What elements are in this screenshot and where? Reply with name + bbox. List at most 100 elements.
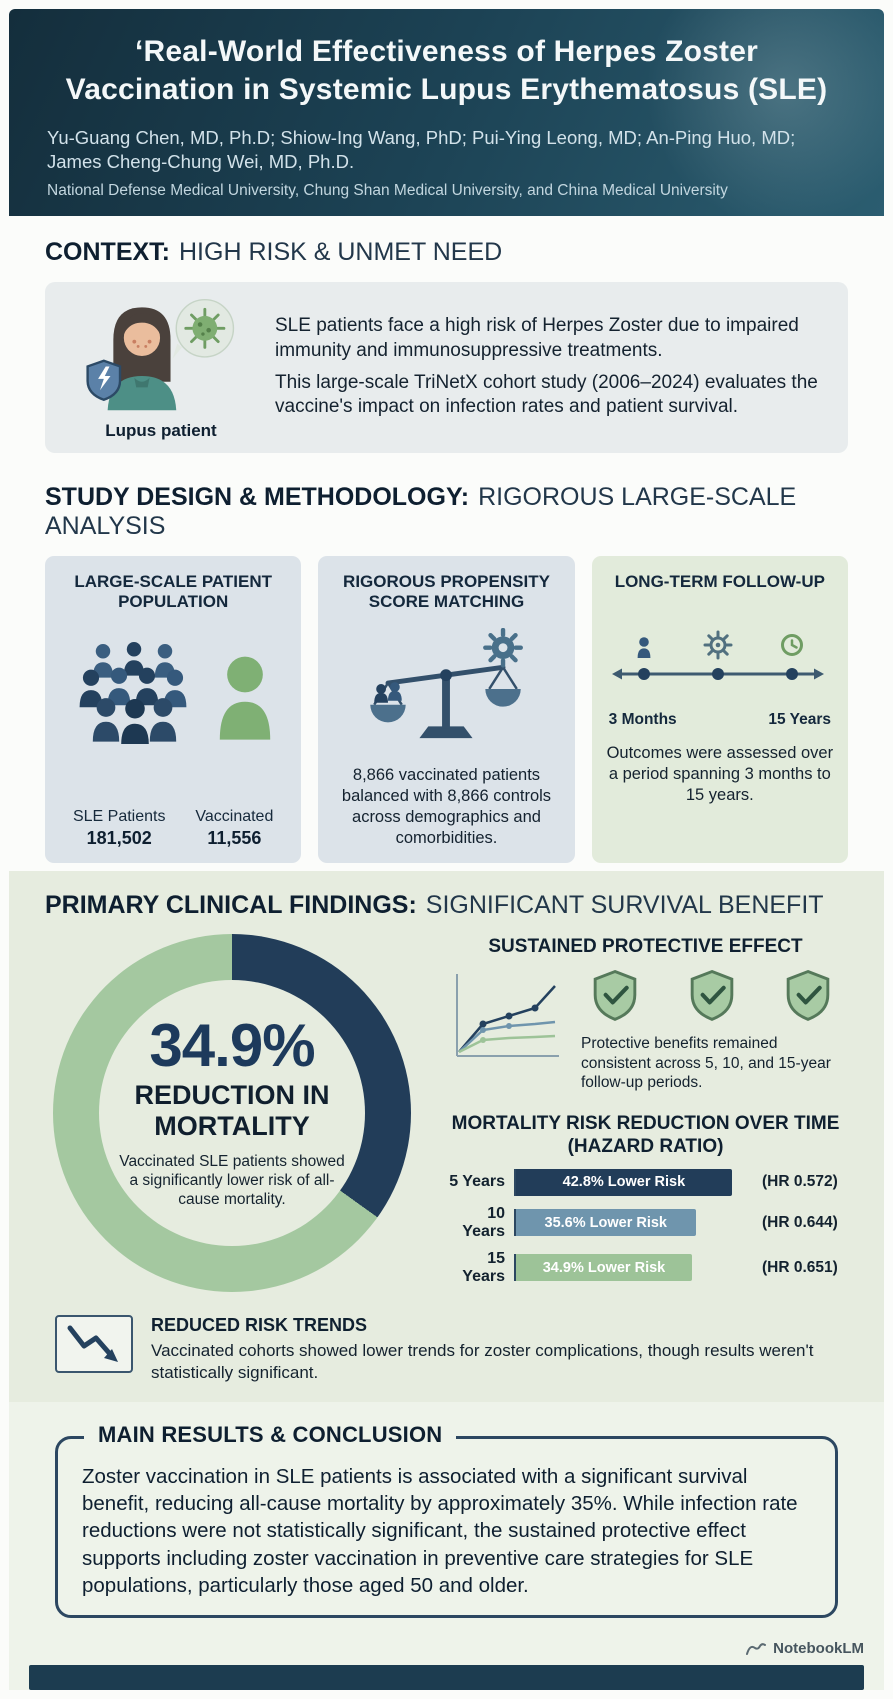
illustration-caption: Lupus patient [105, 420, 217, 440]
hazard-bar-label: 35.6% Lower Risk [544, 1214, 668, 1231]
context-illustration: Lupus patient [67, 294, 255, 441]
person-icon [637, 636, 651, 658]
down-trend-icon [67, 1325, 118, 1362]
context-heading-strong: CONTEXT: [45, 237, 170, 266]
card-title: LARGE-SCALE PATIENT POPULATION [74, 571, 273, 612]
stat-sle-patients: SLE Patients 181,502 [73, 808, 166, 849]
conclusion-section: MAIN RESULTS & CONCLUSION Zoster vaccina… [9, 1401, 884, 1631]
stat-value: 181,502 [86, 828, 152, 849]
protective-effect-title: SUSTAINED PROTECTIVE EFFECT [488, 936, 803, 958]
context-section: CONTEXT: HIGH RISK & UNMET NEED [9, 215, 884, 461]
context-paragraph-2: This large-scale TriNetX cohort study (2… [275, 371, 818, 418]
authors: Yu-Guang Chen, MD, Ph.D; Shiow-Ing Wang,… [47, 126, 796, 173]
crowd-icon [79, 641, 187, 744]
trends-body: Vaccinated cohorts showed lower trends f… [151, 1340, 814, 1382]
hazard-row: 15 Years 34.9% Lower Risk (HR 0.651) [443, 1250, 848, 1286]
donut-column: 34.9% REDUCTION IN MORTALITY Vaccinated … [45, 934, 419, 1293]
stat-vaccinated: Vaccinated 11,556 [195, 808, 273, 849]
footer: NotebookLM [9, 1630, 884, 1691]
lupus-patient-illustration [86, 298, 235, 410]
card-patient-population: LARGE-SCALE PATIENT POPULATION [45, 555, 302, 864]
notebooklm-brand-label: NotebookLM [773, 1640, 864, 1658]
findings-heading-light: SIGNIFICANT SURVIVAL BENEFIT [425, 891, 824, 920]
hazard-bar: 34.9% Lower Risk [516, 1254, 692, 1282]
findings-right-column: SUSTAINED PROTECTIVE EFFECT [443, 934, 848, 1295]
hazard-row: 5 Years 42.8% Lower Risk (HR 0.572) [443, 1168, 848, 1196]
card-title: LONG-TERM FOLLOW-UP [614, 571, 825, 591]
person-icon [219, 656, 271, 740]
methodology-section: STUDY DESIGN & METHODOLOGY: RIGOROUS LARG… [9, 460, 884, 872]
population-stats: SLE Patients 181,502 Vaccinated 11,556 [58, 808, 288, 849]
trend-chart-icon [456, 974, 559, 1058]
timeline-start-label: 3 Months [608, 710, 677, 728]
clock-icon [780, 633, 803, 656]
hazard-ratio-label: (HR 0.644) [762, 1213, 838, 1231]
mortality-donut: 34.9% REDUCTION IN MORTALITY Vaccinated … [53, 934, 411, 1293]
hazard-bar-track: 42.8% Lower Risk [514, 1168, 753, 1196]
card-body: 8,866 vaccinated patients balanced with … [341, 765, 552, 847]
hazard-bar-label: 42.8% Lower Risk [562, 1174, 686, 1191]
findings-grid: 34.9% REDUCTION IN MORTALITY Vaccinated … [45, 934, 848, 1295]
timeline-icon [611, 630, 824, 680]
page-title: ‘Real-World Effectiveness of Herpes Zost… [65, 35, 828, 107]
protective-effect-row: Protective benefits remained consistent … [443, 968, 848, 1093]
protective-effect-body: Protective benefits remained consistent … [581, 1035, 831, 1092]
trends-title: REDUCED RISK TRENDS [151, 1314, 368, 1335]
findings-section: PRIMARY CLINICAL FINDINGS: SIGNIFICANT SU… [9, 871, 884, 1402]
card-title: RIGOROUS PROPENSITY SCORE MATCHING [343, 571, 550, 612]
shields-and-text: Protective benefits remained consistent … [575, 968, 848, 1093]
followup-art [606, 628, 834, 699]
shield-check-icon [593, 969, 637, 1021]
methodology-heading-light: RIGOROUS LARGE-SCALE ANALYSIS [45, 482, 797, 540]
timeline-labels: 3 Months 15 Years [605, 711, 835, 729]
findings-heading-strong: PRIMARY CLINICAL FINDINGS: [45, 891, 417, 920]
balance-scale-icon [370, 627, 524, 738]
donut-label: REDUCTION IN MORTALITY [134, 1080, 330, 1142]
donut-caption: Vaccinated SLE patients showed a signifi… [119, 1152, 345, 1209]
gear-icon [703, 630, 733, 660]
hazard-bar-track: 35.6% Lower Risk [514, 1209, 753, 1237]
findings-heading: PRIMARY CLINICAL FINDINGS: SIGNIFICANT SU… [45, 891, 848, 920]
shield-check-icon [786, 969, 830, 1021]
hazard-chart: 5 Years 42.8% Lower Risk (HR 0.572) 10 Y… [443, 1168, 848, 1286]
conclusion-body: Zoster vaccination in SLE patients is as… [82, 1464, 798, 1597]
context-heading: CONTEXT: HIGH RISK & UNMET NEED [45, 238, 848, 267]
card-propensity-matching: RIGOROUS PROPENSITY SCORE MATCHING [318, 555, 575, 864]
donut-center: 34.9% REDUCTION IN MORTALITY Vaccinated … [99, 980, 365, 1247]
hazard-ratio-label: (HR 0.572) [762, 1173, 838, 1191]
notebooklm-logo-icon [746, 1642, 767, 1655]
matching-art [360, 627, 532, 751]
context-text: SLE patients face a high risk of Herpes … [275, 307, 826, 427]
conclusion-title: MAIN RESULTS & CONCLUSION [84, 1421, 457, 1448]
hazard-ratio-label: (HR 0.651) [762, 1258, 838, 1276]
reduced-risk-trends: REDUCED RISK TRENDS Vaccinated cohorts s… [45, 1314, 848, 1384]
hazard-bar: 35.6% Lower Risk [516, 1209, 696, 1237]
context-card: Lupus patient SLE patients face a high r… [45, 281, 848, 453]
card-long-term-followup: LONG-TERM FOLLOW-UP [591, 555, 848, 864]
stat-label: Vaccinated [195, 808, 274, 826]
footer-bar [29, 1665, 864, 1691]
population-icons [75, 628, 271, 744]
donut-value: 34.9% [149, 1012, 315, 1080]
gear-icon [483, 627, 524, 668]
trends-text: REDUCED RISK TRENDS Vaccinated cohorts s… [151, 1315, 821, 1384]
hazard-bar-track: 34.9% Lower Risk [514, 1254, 753, 1282]
timeline-end-label: 15 Years [768, 710, 831, 728]
context-paragraph-1: SLE patients face a high risk of Herpes … [275, 315, 799, 361]
hazard-chart-title-line2: (HAZARD RATIO) [567, 1135, 724, 1157]
shield-check-icon [690, 969, 733, 1021]
card-body: Outcomes were assessed over a period spa… [606, 743, 834, 804]
affiliations: National Defense Medical University, Chu… [47, 181, 728, 199]
hazard-category-label: 5 Years [449, 1173, 505, 1191]
hazard-row: 10 Years 35.6% Lower Risk (HR 0.644) [443, 1205, 848, 1241]
stat-value: 11,556 [207, 828, 262, 849]
hazard-bar-label: 34.9% Lower Risk [542, 1259, 666, 1276]
notebooklm-brand: NotebookLM [29, 1640, 864, 1657]
stat-label: SLE Patients [72, 808, 166, 826]
trend-icon-box [55, 1314, 133, 1373]
hazard-chart-title-line1: MORTALITY RISK REDUCTION OVER TIME [451, 1113, 840, 1135]
hazard-chart-title: MORTALITY RISK REDUCTION OVER TIME (HAZA… [443, 1113, 848, 1159]
hazard-category-label: 10 Years [462, 1204, 505, 1240]
header: ‘Real-World Effectiveness of Herpes Zost… [9, 9, 884, 216]
